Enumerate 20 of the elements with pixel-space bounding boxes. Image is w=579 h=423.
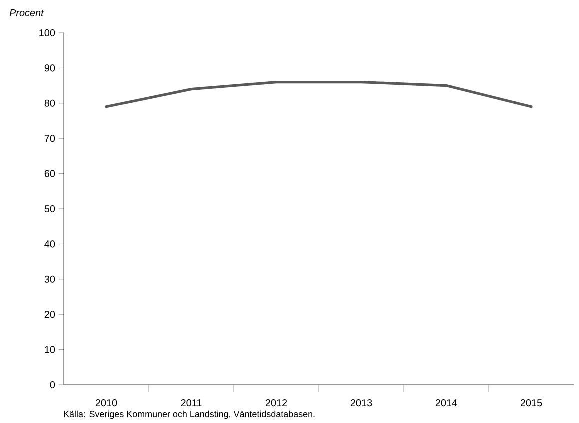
y-tick-label: 70 (44, 135, 56, 142)
y-tick-label: 40 (44, 240, 56, 248)
y-axis-title: Procent (10, 10, 44, 16)
x-tick-label: 2012 (266, 400, 288, 407)
y-tick-label: 60 (44, 170, 56, 178)
x-tick-label: 2014 (436, 400, 458, 407)
y-tick-label: 80 (44, 100, 56, 107)
text: Källa: Sveriges Kommuner och Landsting, Väntetidsdatabasen. (64, 410, 315, 420)
x-tick-label: 2010 (96, 400, 118, 407)
y-tick-label: 10 (45, 346, 56, 354)
y-tick-label: 90 (44, 64, 56, 72)
x-tick-label: 2011 (181, 400, 202, 407)
y-tick-label: 50 (44, 205, 56, 213)
y-tick-label: 20 (44, 311, 56, 318)
x-tick-label: 2013 (350, 400, 372, 407)
line-series (105, 80, 533, 108)
y-tick-label: 0 (50, 381, 56, 389)
x-tick-label: 2015 (520, 400, 542, 407)
y-tick-label: 100 (40, 29, 56, 37)
y-tick-label: 30 (44, 276, 56, 283)
